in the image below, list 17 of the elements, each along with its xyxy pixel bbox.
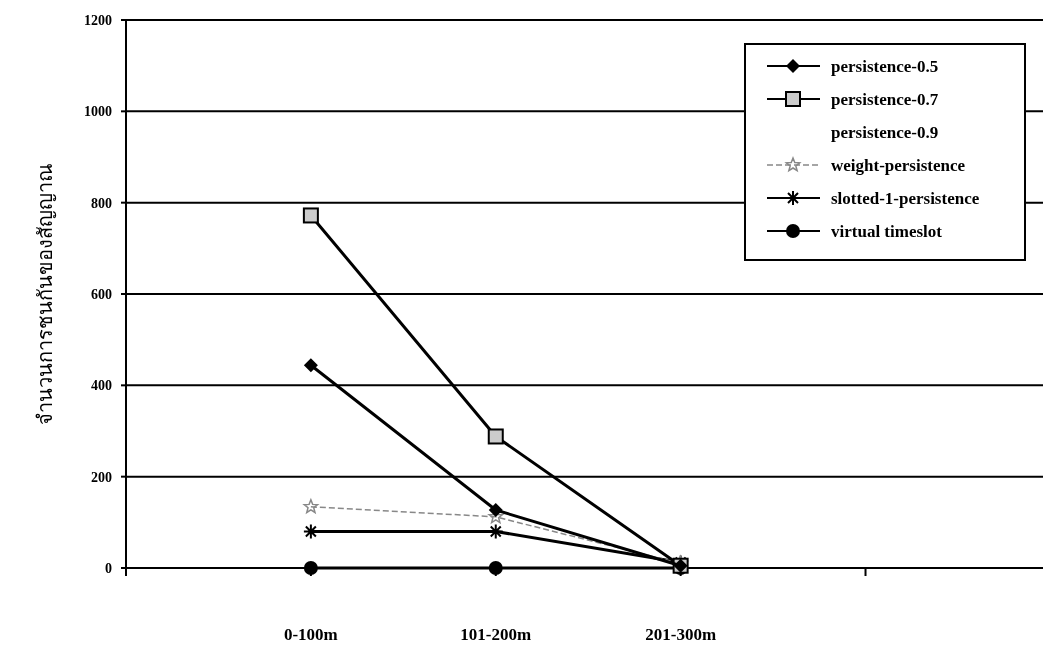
x-tick-label: 101-200m: [460, 625, 532, 644]
y-tick-label: 1000: [84, 104, 112, 120]
legend-label: slotted-1-persistence: [831, 189, 980, 208]
text: persistence-0.9: [831, 123, 939, 142]
y-tick-label: 400: [91, 378, 112, 394]
legend-label: virtual timeslot: [831, 222, 943, 241]
x-tick-label: 0-100m: [283, 625, 338, 644]
legend-label: persistence-0.7: [831, 90, 939, 109]
y-tick-label: 200: [91, 469, 112, 485]
y-axis-title: จำนวนการชนกันของสัญญาณ: [33, 163, 57, 425]
y-tick-label: 600: [91, 287, 112, 302]
legend-label: weight-persistence: [831, 156, 966, 175]
y-tick-label: 800: [91, 195, 112, 211]
legend-label: persistence-0.5: [831, 57, 939, 76]
y-tick-label: 0: [105, 561, 112, 576]
x-tick-label: 201-300m: [645, 625, 717, 644]
y-tick-label: 1200: [84, 13, 112, 28]
